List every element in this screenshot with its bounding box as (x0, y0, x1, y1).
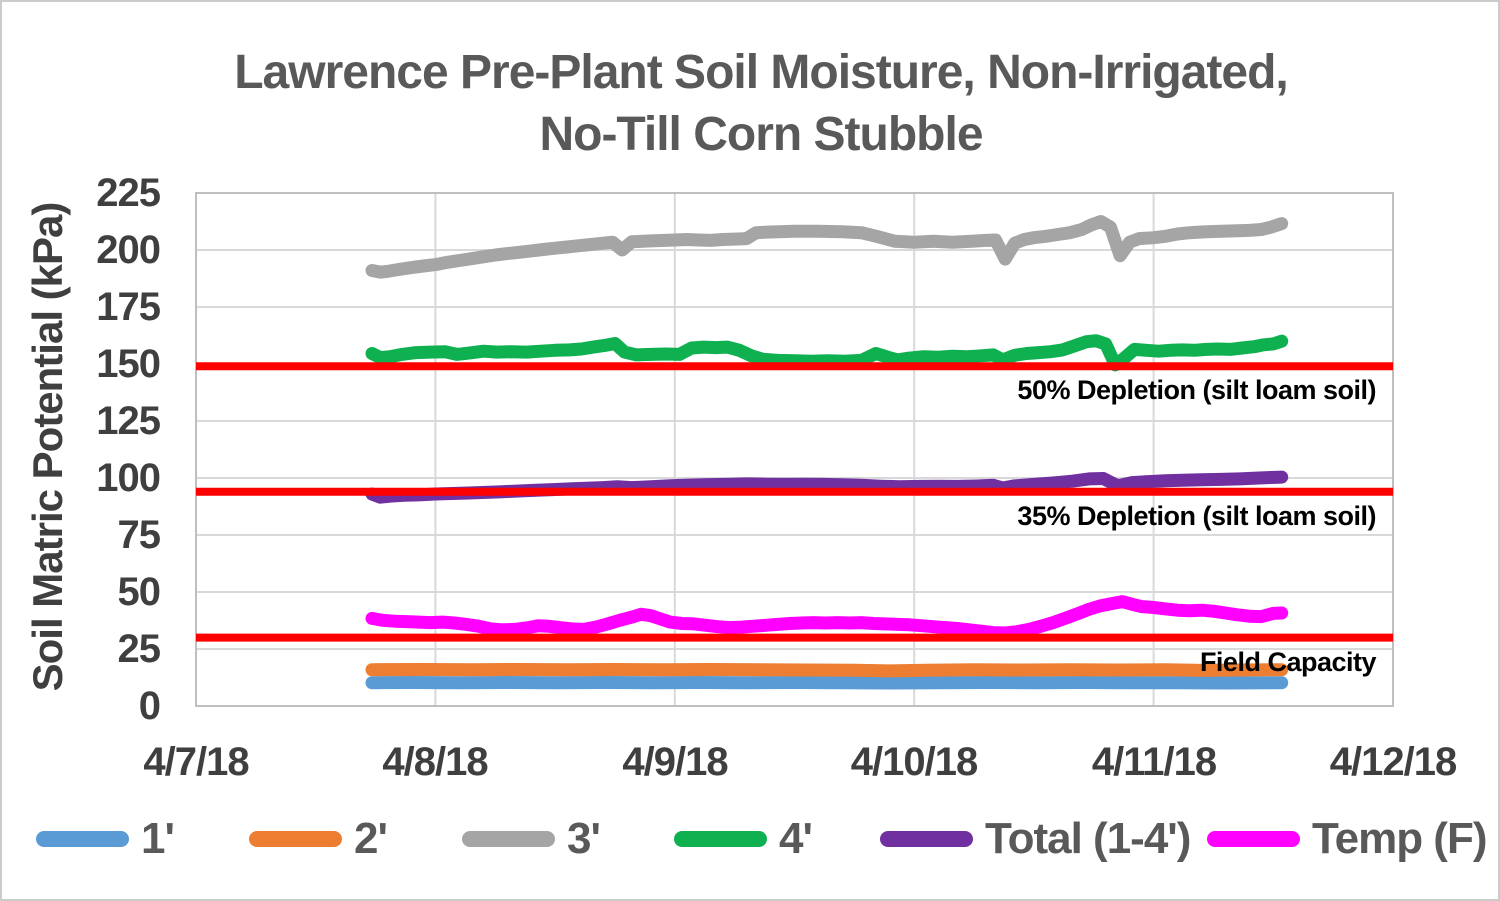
legend-chip-3 (462, 831, 555, 847)
legend-chip-4 (674, 831, 767, 847)
chart-title-line-1: Lawrence Pre-Plant Soil Moisture, Non-Ir… (234, 46, 1289, 99)
legend-chip-1 (36, 831, 129, 847)
y-tick-150: 150 (96, 342, 161, 386)
chart-title-line-2: No-Till Corn Stubble (539, 108, 983, 161)
x-tick-4-9-18: 4/9/18 (622, 740, 728, 784)
y-tick-50: 50 (117, 570, 162, 614)
y-tick-100: 100 (96, 456, 161, 500)
refline-label-50-depletion-silt-loam-soil: 50% Depletion (silt loam soil) (1017, 375, 1376, 405)
series-line-1 (365, 676, 1289, 690)
x-tick-4-10-18: 4/10/18 (850, 740, 978, 784)
y-tick-0: 0 (138, 684, 161, 728)
y-tick-25: 25 (117, 627, 162, 671)
legend-label-2: 2' (354, 814, 388, 863)
plot-border (195, 192, 1394, 707)
refline-label-35-depletion-silt-loam-soil: 35% Depletion (silt loam soil) (1017, 501, 1376, 531)
x-tick-4-7-18: 4/7/18 (143, 740, 249, 784)
legend-chip-total-1-4 (880, 831, 973, 847)
y-tick-175: 175 (96, 285, 161, 329)
series-line-3 (365, 215, 1289, 279)
legend-label-total-1-4: Total (1-4') (985, 814, 1191, 863)
x-tick-4-12-18: 4/12/18 (1329, 740, 1457, 784)
legend-chip-temp-f (1207, 831, 1300, 847)
y-tick-125: 125 (96, 399, 161, 443)
refline-label-field-capacity: Field Capacity (1199, 647, 1377, 677)
y-tick-75: 75 (117, 513, 162, 557)
legend-label-4: 4' (779, 814, 813, 863)
chart-title: Lawrence Pre-Plant Soil Moisture, Non-Ir… (2, 42, 1498, 166)
y-tick-200: 200 (96, 228, 161, 272)
legend-label-1: 1' (141, 814, 175, 863)
series-line-2 (365, 663, 1289, 678)
legend-label-3: 3' (567, 814, 601, 863)
x-tick-4-8-18: 4/8/18 (382, 740, 488, 784)
series-line-4 (365, 334, 1289, 372)
y-tick-225: 225 (96, 171, 161, 215)
legend-chip-2 (249, 831, 342, 847)
series-line-temp-f (365, 595, 1289, 640)
x-tick-4-11-18: 4/11/18 (1091, 740, 1217, 784)
legend-label-temp-f: Temp (F) (1312, 814, 1487, 863)
